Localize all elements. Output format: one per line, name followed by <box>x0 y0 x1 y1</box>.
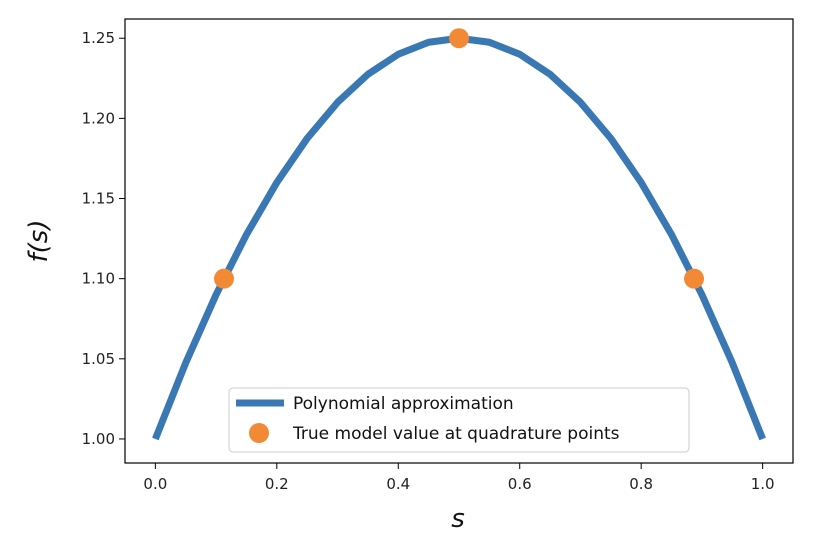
y-tick-label: 1.05 <box>82 350 115 368</box>
quadrature-point <box>449 28 469 49</box>
x-tick-label: 0.6 <box>508 475 532 493</box>
x-tick-label: 0.4 <box>386 475 410 493</box>
x-axis-label: s <box>451 504 465 534</box>
x-tick-label: 0.0 <box>143 475 167 493</box>
quadrature-point <box>684 268 705 289</box>
legend-label-polynomial: Polynomial approximation <box>293 394 514 414</box>
y-tick-label: 1.25 <box>82 29 115 47</box>
legend-marker-swatch <box>249 423 269 443</box>
x-tick-label: 0.8 <box>629 475 653 493</box>
plot-area <box>152 28 766 441</box>
y-tick-label: 1.15 <box>82 190 115 208</box>
y-axis-label: f(s) <box>24 220 54 263</box>
y-tick-label: 1.10 <box>82 270 115 288</box>
x-tick-label: 1.0 <box>751 475 775 493</box>
x-axis: 0.0 0.2 0.4 0.6 0.8 1.0 <box>143 463 775 493</box>
axes-frame <box>124 18 794 464</box>
polynomial-approximation-line <box>152 34 766 441</box>
x-tick-label: 0.2 <box>265 475 289 493</box>
legend-box <box>228 387 690 453</box>
legend-label-true-model: True model value at quadrature points <box>292 424 620 444</box>
y-axis: 1.00 1.05 1.10 1.15 1.20 1.25 <box>82 29 125 448</box>
y-tick-label: 1.20 <box>82 109 115 127</box>
legend: Polynomial approximation True model valu… <box>228 387 690 453</box>
y-tick-label: 1.00 <box>82 430 115 448</box>
quadrature-point <box>213 268 234 289</box>
